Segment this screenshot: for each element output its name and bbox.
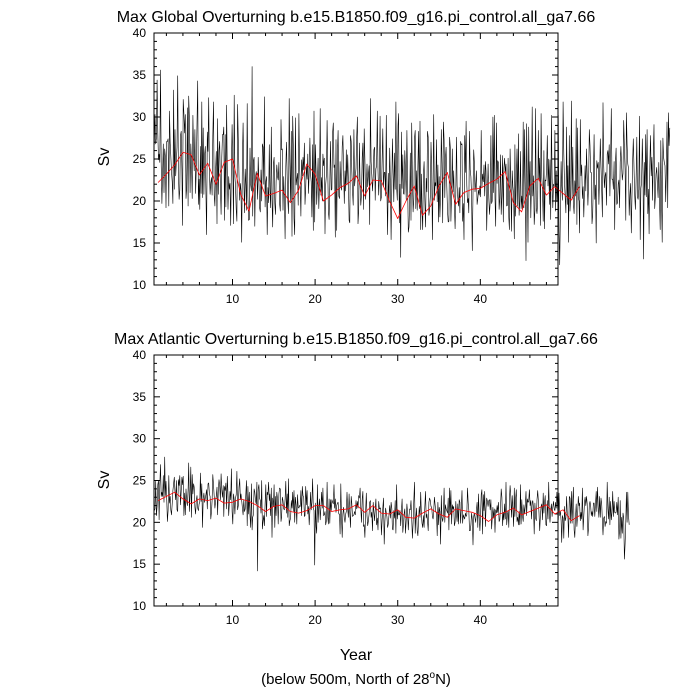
global-annual-mean-line (157, 151, 580, 220)
global-y-tick-label: 20 (133, 194, 147, 208)
atlantic-y-axis-label: Sv (96, 471, 113, 490)
global-monthly-series-line (154, 66, 671, 266)
atlantic-y-tick-label: 35 (133, 390, 147, 404)
global-x-tick-label: 30 (391, 292, 405, 306)
atlantic-x-tick-label: 30 (391, 613, 405, 627)
atlantic-axis-ticks (154, 354, 558, 607)
atlantic-panel-title: Max Atlantic Overturning b.e15.B1850.f09… (114, 331, 598, 348)
atlantic-overturning-panel: Max Atlantic Overturning b.e15.B1850.f09… (96, 331, 630, 664)
global-y-tick-label: 15 (133, 236, 147, 250)
global-tick-labels: 10 20 30 40 10 15 20 25 30 35 40 (133, 26, 488, 306)
global-y-tick-label: 25 (133, 152, 147, 166)
global-plot-frame (153, 32, 559, 286)
global-y-tick-label: 35 (133, 68, 147, 82)
global-y-axis-label: Sv (96, 148, 113, 167)
atlantic-monthly-series-line (154, 456, 630, 572)
atlantic-y-tick-label: 20 (133, 515, 147, 529)
footnote-prefix: (below 500m, North of 28 (261, 671, 429, 688)
atlantic-y-tick-label: 25 (133, 474, 147, 488)
global-overturning-panel: Max Global Overturning b.e15.B1850.f09_g… (96, 9, 671, 306)
global-y-tick-label: 40 (133, 26, 147, 40)
atlantic-x-tick-label: 40 (474, 613, 488, 627)
footnote-degree: o (430, 670, 436, 681)
global-y-tick-label: 10 (133, 278, 147, 292)
atlantic-x-tick-label: 20 (308, 613, 322, 627)
global-x-tick-label: 40 (474, 292, 488, 306)
atlantic-y-tick-label: 40 (133, 348, 147, 362)
global-panel-title: Max Global Overturning b.e15.B1850.f09_g… (117, 9, 596, 26)
global-x-tick-label: 10 (226, 292, 240, 306)
atlantic-plot-frame (153, 354, 559, 607)
atlantic-y-tick-label: 15 (133, 557, 147, 571)
atlantic-y-tick-label: 30 (133, 432, 147, 446)
atlantic-plot-area (154, 456, 630, 572)
global-plot-area (154, 66, 671, 266)
footnote-suffix: N) (435, 671, 451, 688)
atlantic-annual-mean-line (157, 491, 580, 522)
figure-footnote: (below 500m, North of 28oN) (261, 670, 451, 688)
global-y-tick-label: 30 (133, 110, 147, 124)
atlantic-x-axis-label: Year (340, 647, 373, 664)
atlantic-x-tick-label: 10 (226, 613, 240, 627)
atlantic-tick-labels: 10 20 30 40 10 15 20 25 30 35 40 (133, 348, 488, 627)
global-x-tick-label: 20 (308, 292, 322, 306)
atlantic-y-tick-label: 10 (133, 599, 147, 613)
